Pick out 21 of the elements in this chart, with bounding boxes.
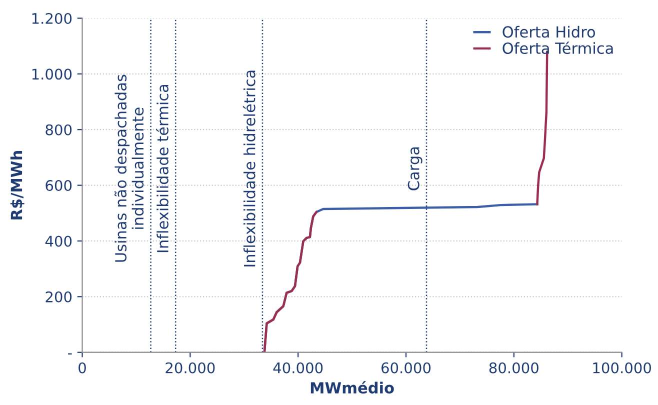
y-tick-label: - [68, 353, 72, 354]
ref-line-label: Inflexibilidade hidrelétrica [242, 70, 256, 266]
legend-label: Oferta Térmica [502, 42, 613, 54]
y-tick-label: 600 [46, 180, 72, 192]
y-tick-label: 1.200 [32, 12, 72, 24]
x-tick-label: 100.000 [593, 362, 651, 374]
y-tick-label: 400 [45, 236, 72, 247]
x-tick-label: 40.000 [273, 362, 323, 374]
x-tick-label: 20.000 [166, 362, 215, 374]
y-tick-label: 200 [46, 291, 72, 302]
y-tick-label: 800 [46, 124, 72, 136]
x-axis-title: MWmédio [310, 381, 394, 394]
x-tick-label: 60.000 [381, 362, 431, 374]
ref-line-label: Inflexibilidade térmica [156, 84, 168, 252]
x-tick-label: 0 [78, 362, 86, 374]
legend-label: Oferta Hidro [502, 26, 596, 38]
ref-line-label: Usinas não despachadas individualmente [114, 74, 144, 262]
y-tick-label: 1.000 [32, 68, 72, 80]
x-tick-label: 80.000 [489, 362, 538, 374]
y-axis-title: R$/MWh [10, 151, 24, 220]
ref-line-label: Carga [408, 147, 422, 190]
